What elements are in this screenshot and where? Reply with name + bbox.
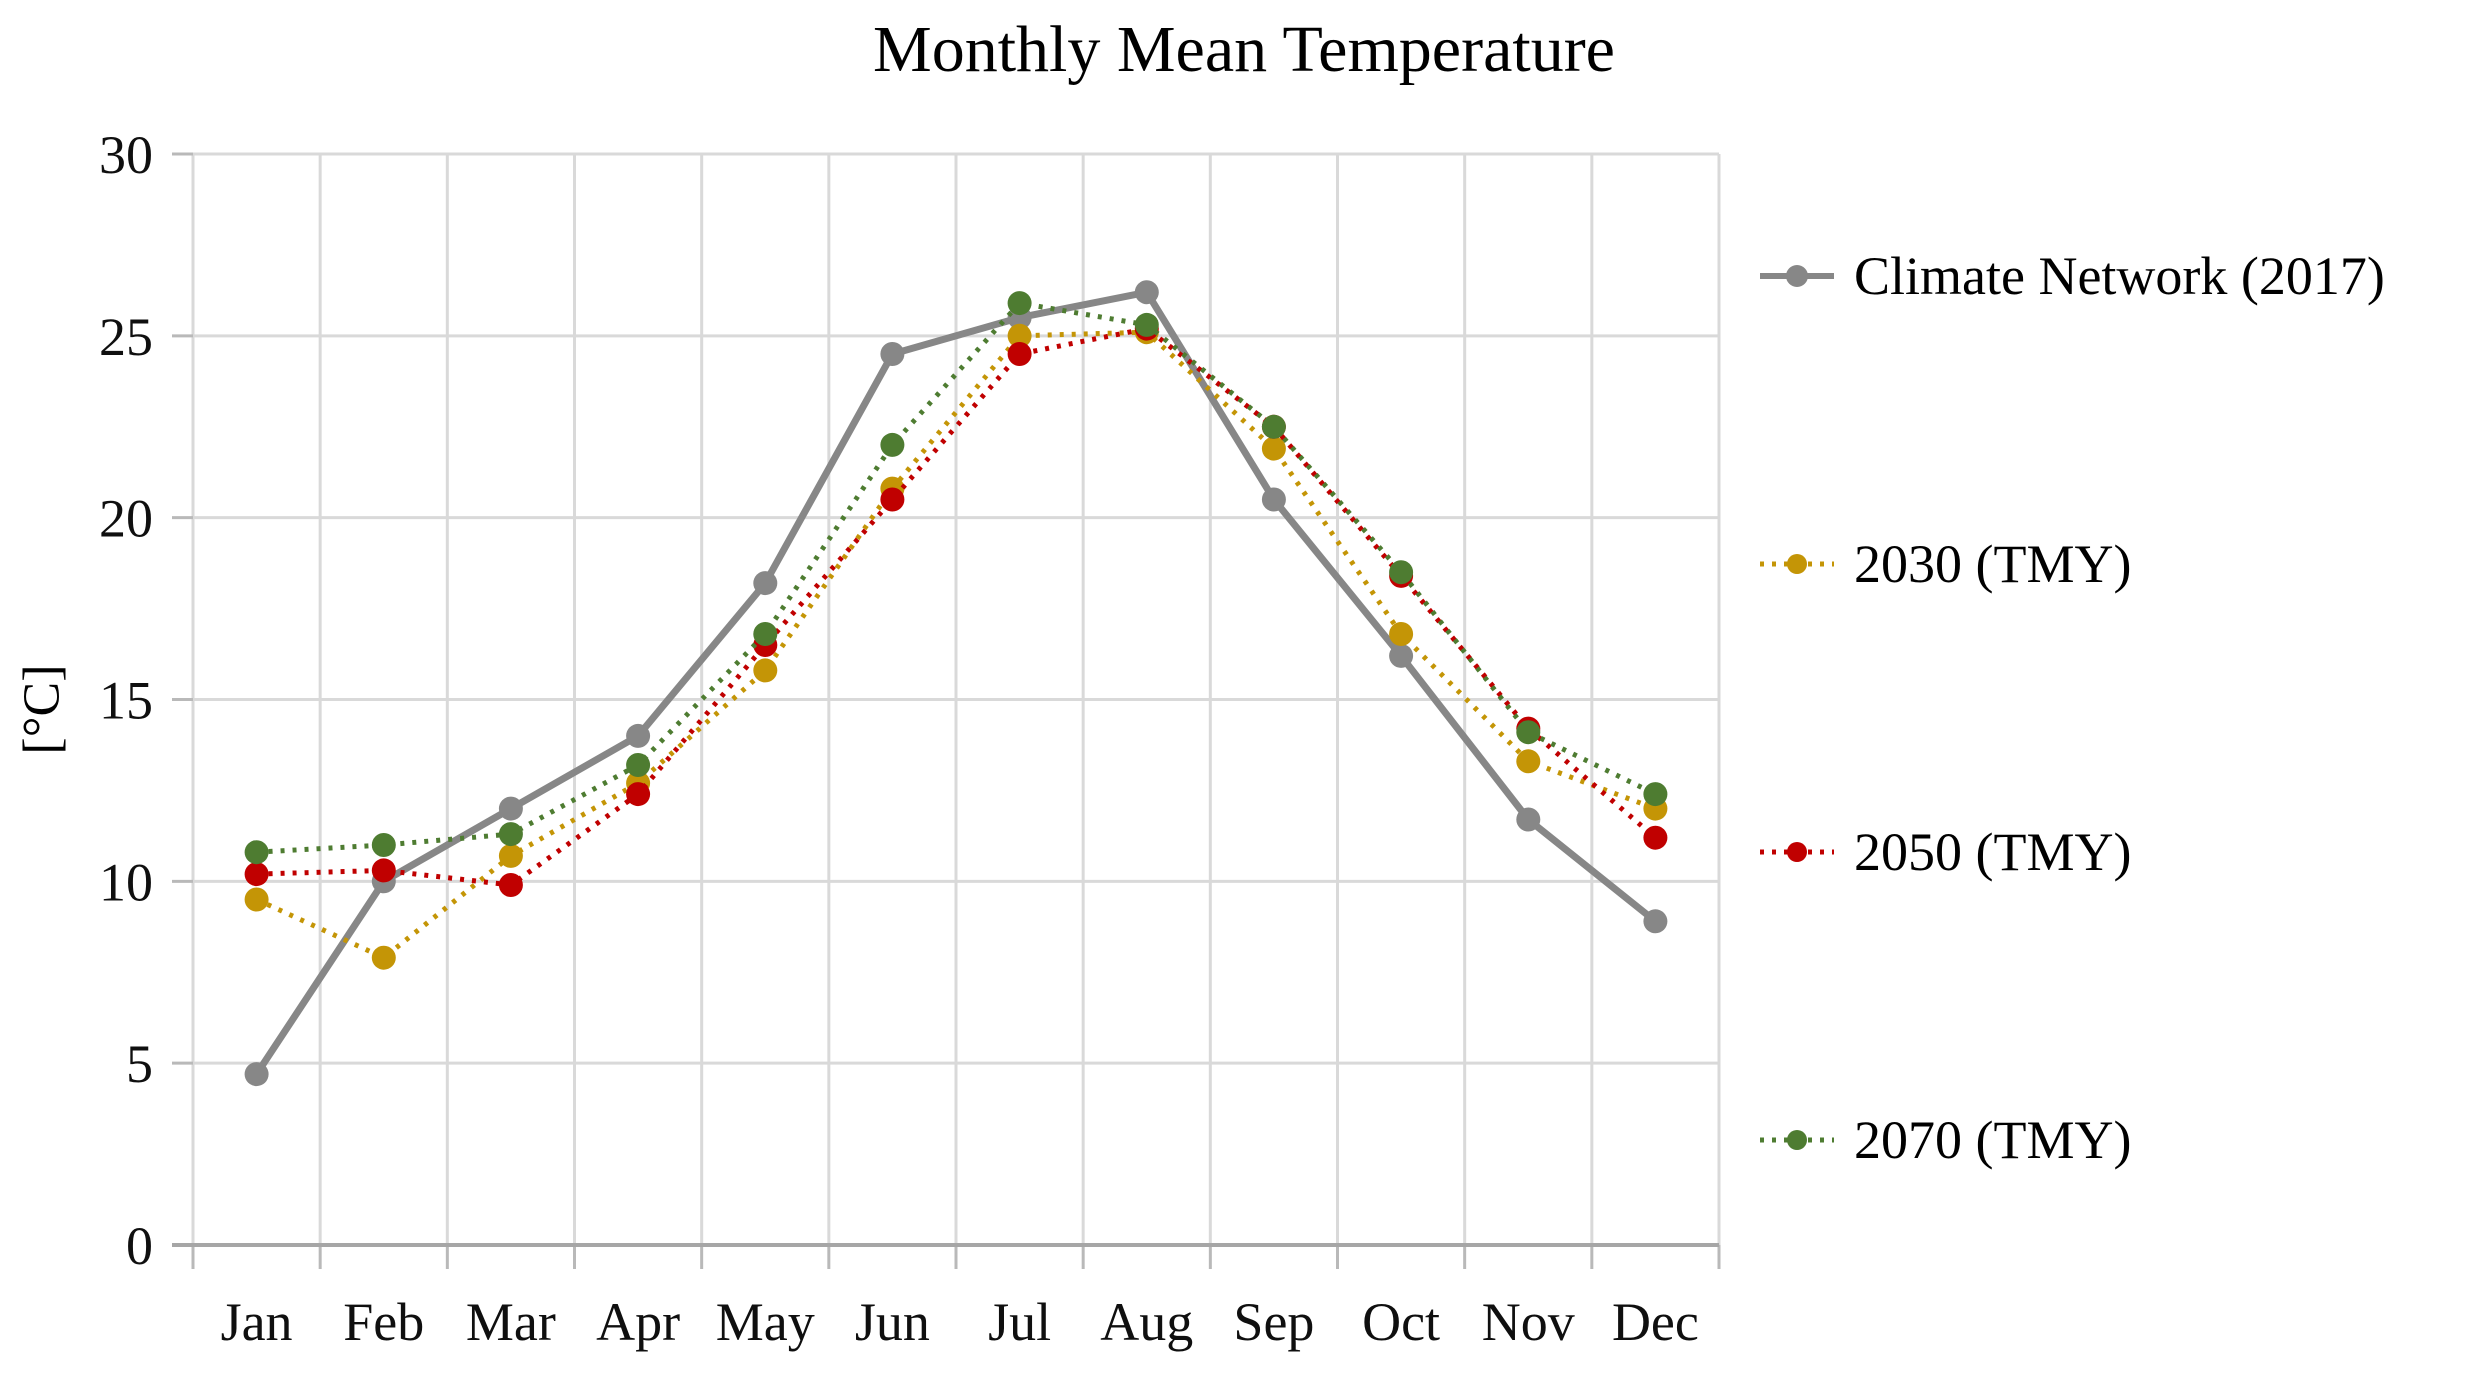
- data-point: [371, 945, 396, 970]
- x-tick-label: Oct: [1362, 1292, 1440, 1352]
- x-tick-label: Mar: [466, 1292, 556, 1352]
- data-point: [1007, 291, 1032, 316]
- x-tick-label: Jun: [855, 1292, 930, 1352]
- series-line-0: [253, 288, 1659, 1078]
- data-point: [1643, 782, 1668, 807]
- data-point: [1389, 560, 1414, 585]
- data-point: [371, 858, 396, 883]
- y-tick-label: 5: [126, 1034, 153, 1094]
- data-point: [753, 658, 778, 683]
- data-point: [626, 723, 651, 748]
- x-tick-label: Jul: [988, 1292, 1051, 1352]
- data-point: [880, 432, 905, 457]
- chart-title: Monthly Mean Temperature: [873, 13, 1615, 86]
- y-tick-label: 0: [126, 1216, 153, 1276]
- data-point: [753, 622, 778, 646]
- data-point: [1261, 487, 1286, 512]
- x-tick-label: Apr: [596, 1292, 680, 1352]
- data-point: [498, 822, 523, 847]
- data-point: [244, 1062, 269, 1087]
- data-point: [1643, 909, 1668, 934]
- data-point: [1134, 280, 1159, 305]
- data-point: [1389, 643, 1414, 668]
- data-point: [1134, 312, 1159, 337]
- data-point: [1007, 323, 1032, 348]
- data-point: [1261, 414, 1286, 439]
- data-point: [753, 571, 778, 596]
- data-point: [626, 753, 651, 777]
- x-tick-label: Sep: [1233, 1292, 1314, 1352]
- x-tick-label: Aug: [1100, 1292, 1193, 1352]
- data-point: [244, 840, 269, 865]
- data-point: [1516, 749, 1541, 774]
- data-point: [1643, 825, 1668, 850]
- data-point: [1261, 436, 1286, 461]
- data-point: [244, 887, 269, 912]
- y-tick-label: 10: [99, 852, 153, 912]
- data-point: [244, 862, 269, 887]
- data-point: [1516, 807, 1541, 832]
- data-point: [1516, 720, 1541, 745]
- y-tick-label: 20: [99, 489, 153, 549]
- x-tick-label: May: [716, 1292, 815, 1352]
- data-point: [1007, 342, 1032, 366]
- x-tick-label: Feb: [343, 1292, 424, 1352]
- data-point: [626, 782, 651, 807]
- data-point: [1389, 622, 1414, 646]
- y-tick-label: 15: [99, 671, 153, 731]
- data-point: [880, 342, 905, 366]
- series-line-2: [256, 326, 1658, 888]
- y-tick-label: 30: [99, 125, 153, 185]
- data-point: [880, 487, 905, 512]
- x-tick-label: Jan: [221, 1292, 293, 1352]
- data-point: [498, 873, 523, 897]
- data-point: [371, 833, 396, 857]
- data-point: [498, 843, 523, 868]
- x-tick-label: Dec: [1612, 1292, 1699, 1352]
- x-tick-label: Nov: [1482, 1292, 1575, 1352]
- data-point: [498, 796, 523, 821]
- y-tick-label: 25: [99, 307, 153, 367]
